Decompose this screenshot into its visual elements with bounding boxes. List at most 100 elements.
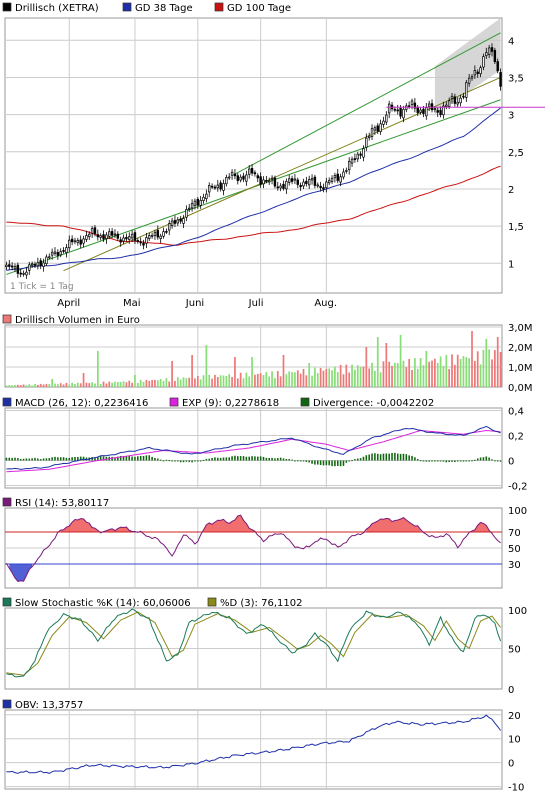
panel-frame <box>4 324 503 388</box>
divergence-bar <box>68 457 71 461</box>
divergence-bar <box>62 457 65 461</box>
candle-body <box>93 227 97 234</box>
volume-bar <box>354 369 356 387</box>
volume-bar <box>376 337 379 387</box>
volume-bar <box>171 361 173 387</box>
rsi-overbought-fill <box>366 517 421 532</box>
legend-swatch <box>2 699 12 709</box>
legend-swatch <box>2 497 12 507</box>
candle-body <box>365 137 368 148</box>
gd100-line <box>6 165 501 246</box>
candle-body <box>499 72 502 87</box>
candle-body <box>159 235 162 239</box>
candle-body <box>316 184 319 187</box>
candle-body <box>325 181 328 188</box>
candle-body <box>299 185 302 188</box>
divergence-bar <box>59 457 62 461</box>
candle-body <box>190 203 194 209</box>
candle-body <box>296 179 299 185</box>
candle-body <box>430 103 434 111</box>
candle-body <box>50 251 54 256</box>
legend-swatch <box>2 314 12 324</box>
y-tick-label: 0 <box>508 685 514 696</box>
divergence-bar <box>416 459 419 461</box>
candle-body <box>68 239 71 249</box>
divergence-bar <box>499 460 502 462</box>
candle-body <box>302 181 305 187</box>
divergence-bar <box>476 458 479 461</box>
volume-bar <box>148 380 151 387</box>
candle-body <box>433 108 437 110</box>
divergence-bar <box>19 458 22 461</box>
y-tick-label: 4 <box>508 36 514 47</box>
volume-bar <box>48 383 51 387</box>
volume-bar <box>285 374 288 387</box>
candle-body <box>39 260 42 267</box>
y-tick-label: 3,5 <box>508 73 524 84</box>
candle-body <box>113 233 117 236</box>
divergence-bar <box>491 459 493 461</box>
candle-body <box>310 178 314 181</box>
candle-body <box>170 220 174 227</box>
divergence-bar <box>28 458 31 461</box>
volume-bar <box>294 372 296 387</box>
divergence-bar <box>434 460 436 462</box>
divergence-bar <box>445 460 448 463</box>
candle-body <box>396 109 399 112</box>
volume-bar <box>94 383 96 387</box>
candle-body <box>219 182 222 190</box>
y-tick-label: -0,2 <box>508 482 528 493</box>
volume-bar <box>336 372 339 387</box>
volume-bar <box>251 357 253 387</box>
candle-body <box>467 77 471 84</box>
legend-swatch <box>2 597 12 607</box>
candle-body <box>399 107 402 117</box>
divergence-bar <box>314 460 316 465</box>
volume-bar <box>151 380 153 387</box>
candle-body <box>445 104 448 107</box>
candle-body <box>130 233 134 239</box>
legend-label: GD 100 Tage <box>227 3 291 14</box>
candle-body <box>356 153 359 160</box>
volume-bar <box>296 370 299 387</box>
candle-body <box>462 95 465 98</box>
divergence-bar <box>488 457 490 461</box>
volume-bar <box>265 372 268 387</box>
divergence-bar <box>259 456 262 461</box>
legend-swatch <box>214 2 224 12</box>
candle-body <box>387 103 391 114</box>
candle-body <box>376 125 379 132</box>
candle-body <box>290 178 294 182</box>
candle-body <box>193 200 197 206</box>
divergence-bar <box>39 459 42 461</box>
panel-frame <box>4 709 503 790</box>
volume-bar <box>5 385 8 387</box>
divergence-bar <box>71 457 73 461</box>
volume-bar <box>331 370 333 387</box>
divergence-bar <box>382 453 385 461</box>
candle-body <box>208 185 211 193</box>
volume-bar <box>168 381 171 387</box>
volume-bar <box>59 383 62 387</box>
divergence-bar <box>85 457 88 461</box>
candle-body <box>125 236 128 240</box>
volume-bar <box>382 361 385 387</box>
volume-bar <box>431 360 433 387</box>
volume-bar <box>256 373 259 387</box>
volume-bar <box>28 384 31 387</box>
candle-body <box>453 96 457 104</box>
volume-bar <box>82 373 85 387</box>
divergence-bar <box>94 457 96 461</box>
candle-body <box>330 177 334 182</box>
volume-bar <box>308 363 311 387</box>
volume-bar <box>234 357 236 387</box>
candle-body <box>465 82 468 98</box>
divergence-bar <box>308 460 310 463</box>
volume-bar <box>305 375 308 387</box>
volume-bar <box>205 345 208 387</box>
candle-body <box>142 242 145 246</box>
candle-body <box>273 177 277 187</box>
volume-bar <box>399 335 402 387</box>
divergence-bar <box>234 455 236 461</box>
volume-bar <box>188 377 191 387</box>
